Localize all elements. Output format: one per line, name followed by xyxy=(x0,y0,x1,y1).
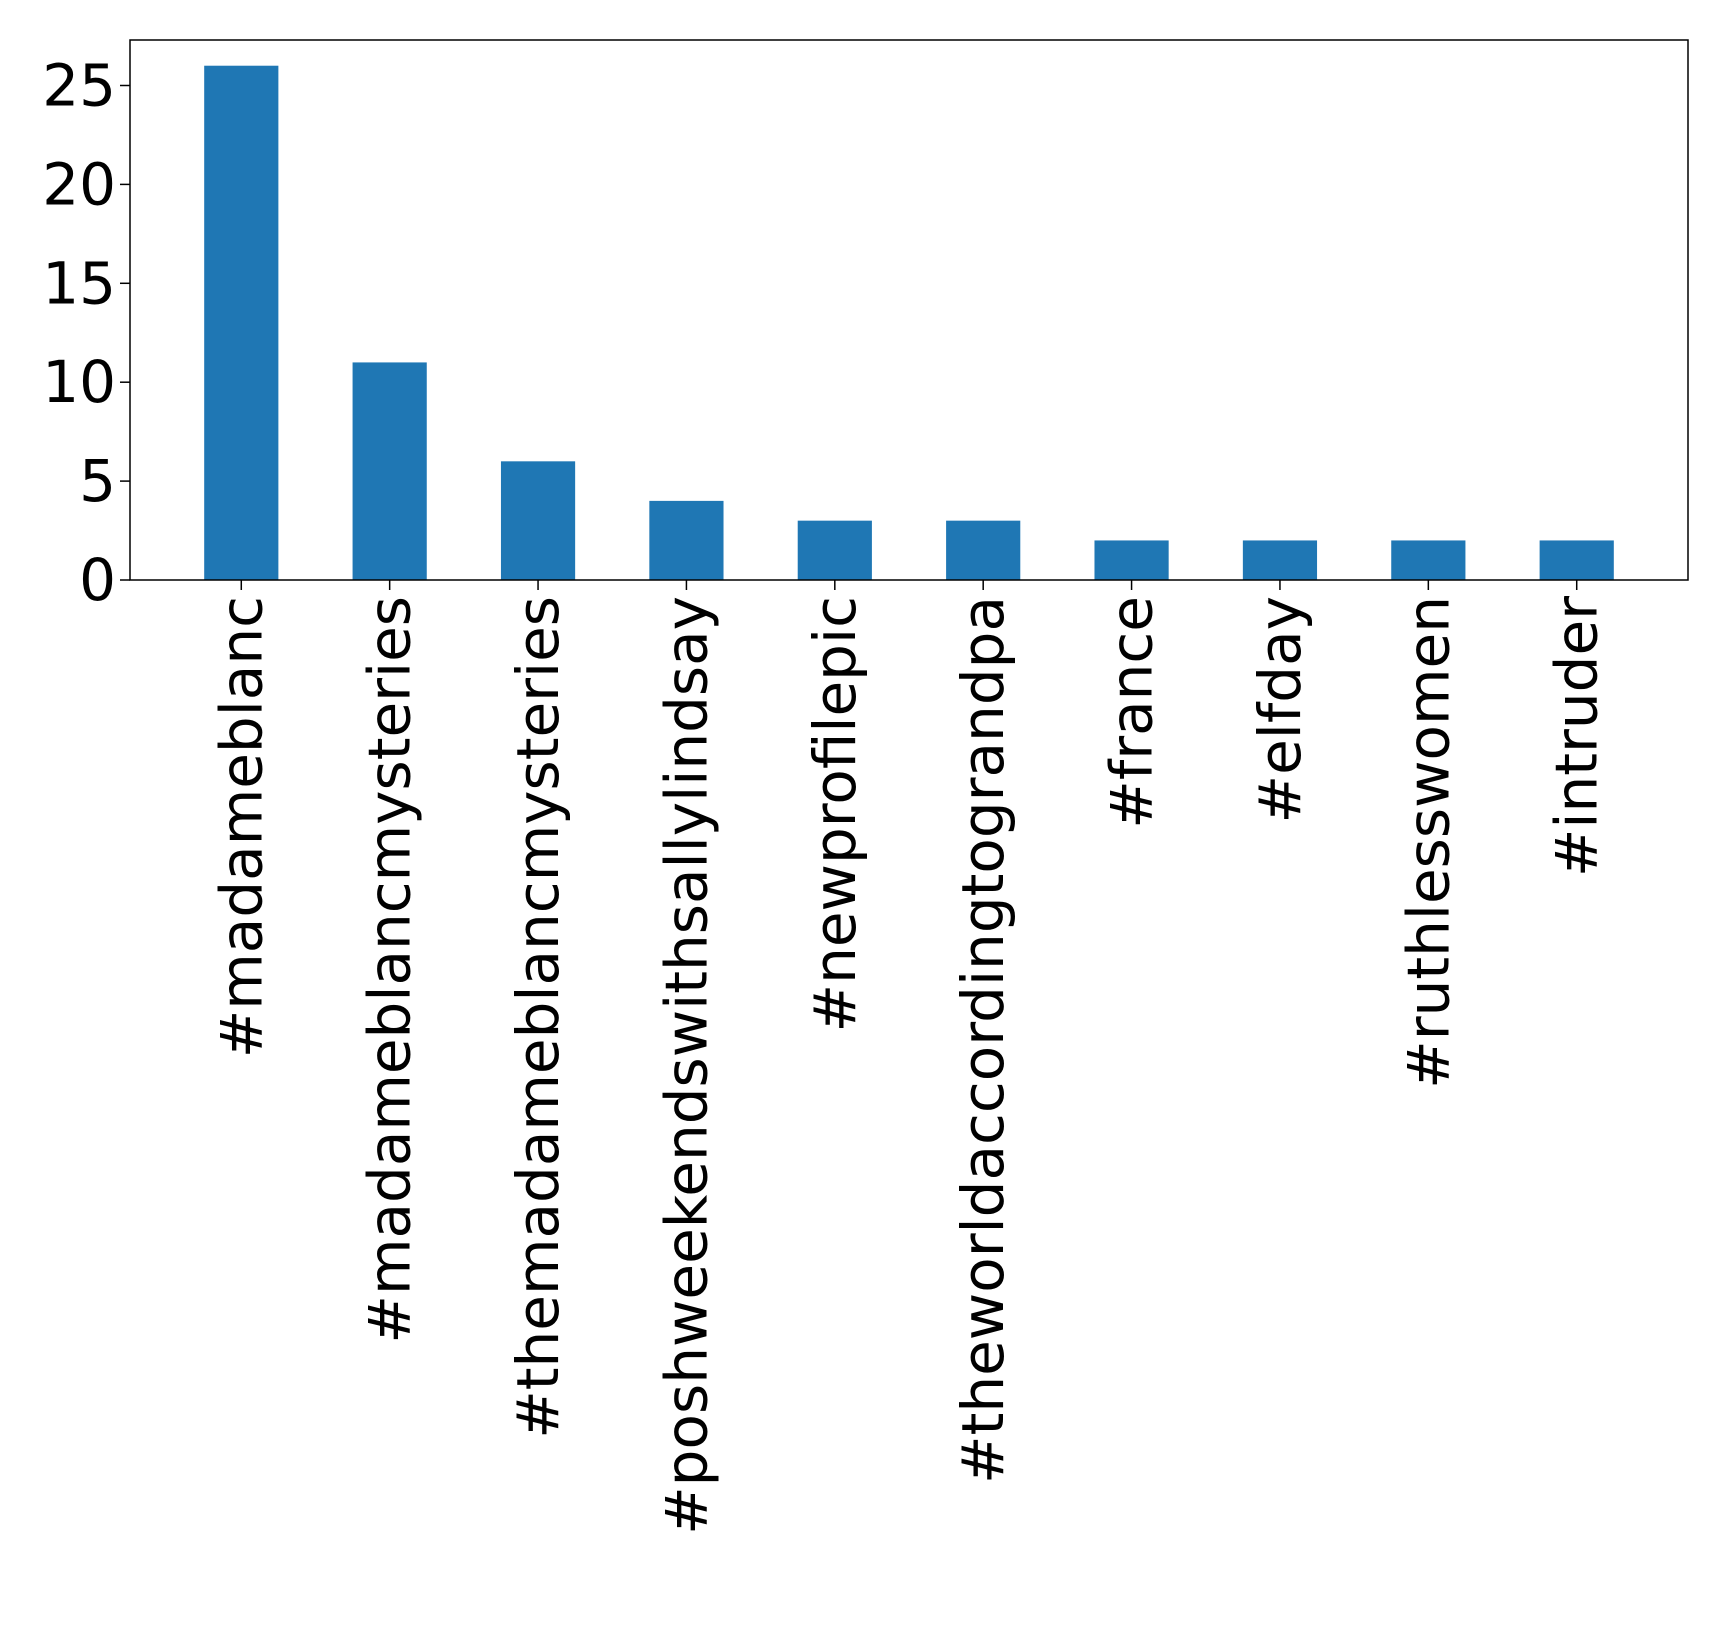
y-tick-label: 10 xyxy=(42,348,116,416)
bar-ruthlesswomen xyxy=(1391,540,1466,580)
x-tick-label: #intruder xyxy=(1543,596,1611,877)
y-tick-label: 15 xyxy=(42,249,116,317)
bar-madameblancmysteries xyxy=(352,362,427,580)
bar-elfday xyxy=(1242,540,1318,580)
x-tick-label: #madameblanc xyxy=(207,596,275,1058)
x-axis: #madameblanc #madameblancmysteries #themad… xyxy=(207,580,1611,1535)
y-tick-label: 5 xyxy=(79,447,116,515)
bar-themadameblancmysteries xyxy=(500,461,576,580)
bar-theworldaccordingtograndpa xyxy=(946,520,1021,580)
x-tick-label: #themadameblancmysteries xyxy=(504,596,572,1439)
x-tick-label: #newprofilepic xyxy=(801,596,869,1033)
x-tick-label: #theworldaccordingtograndpa xyxy=(949,596,1017,1484)
bar-newprofilepic xyxy=(797,520,872,580)
bar-france xyxy=(1094,540,1169,580)
x-tick-label: #elfday xyxy=(1246,596,1314,824)
bar-poshweekendswithsallylindsay xyxy=(649,500,724,580)
y-tick-label: 25 xyxy=(42,51,116,119)
bar-intruder xyxy=(1539,540,1614,580)
x-tick-label: #ruthlesswomen xyxy=(1394,596,1462,1089)
y-tick-label: 0 xyxy=(79,546,116,614)
y-tick-label: 20 xyxy=(42,150,116,218)
x-tick-label: #madameblancmysteries xyxy=(356,596,424,1344)
x-tick-label: #france xyxy=(1098,596,1166,829)
bars-group xyxy=(204,65,1614,580)
plot-frame xyxy=(129,39,1689,581)
y-axis: 0 5 10 15 20 25 xyxy=(42,51,130,614)
bar-madameblanc xyxy=(204,65,279,580)
x-tick-label: #poshweekendswithsallylindsay xyxy=(652,596,720,1535)
